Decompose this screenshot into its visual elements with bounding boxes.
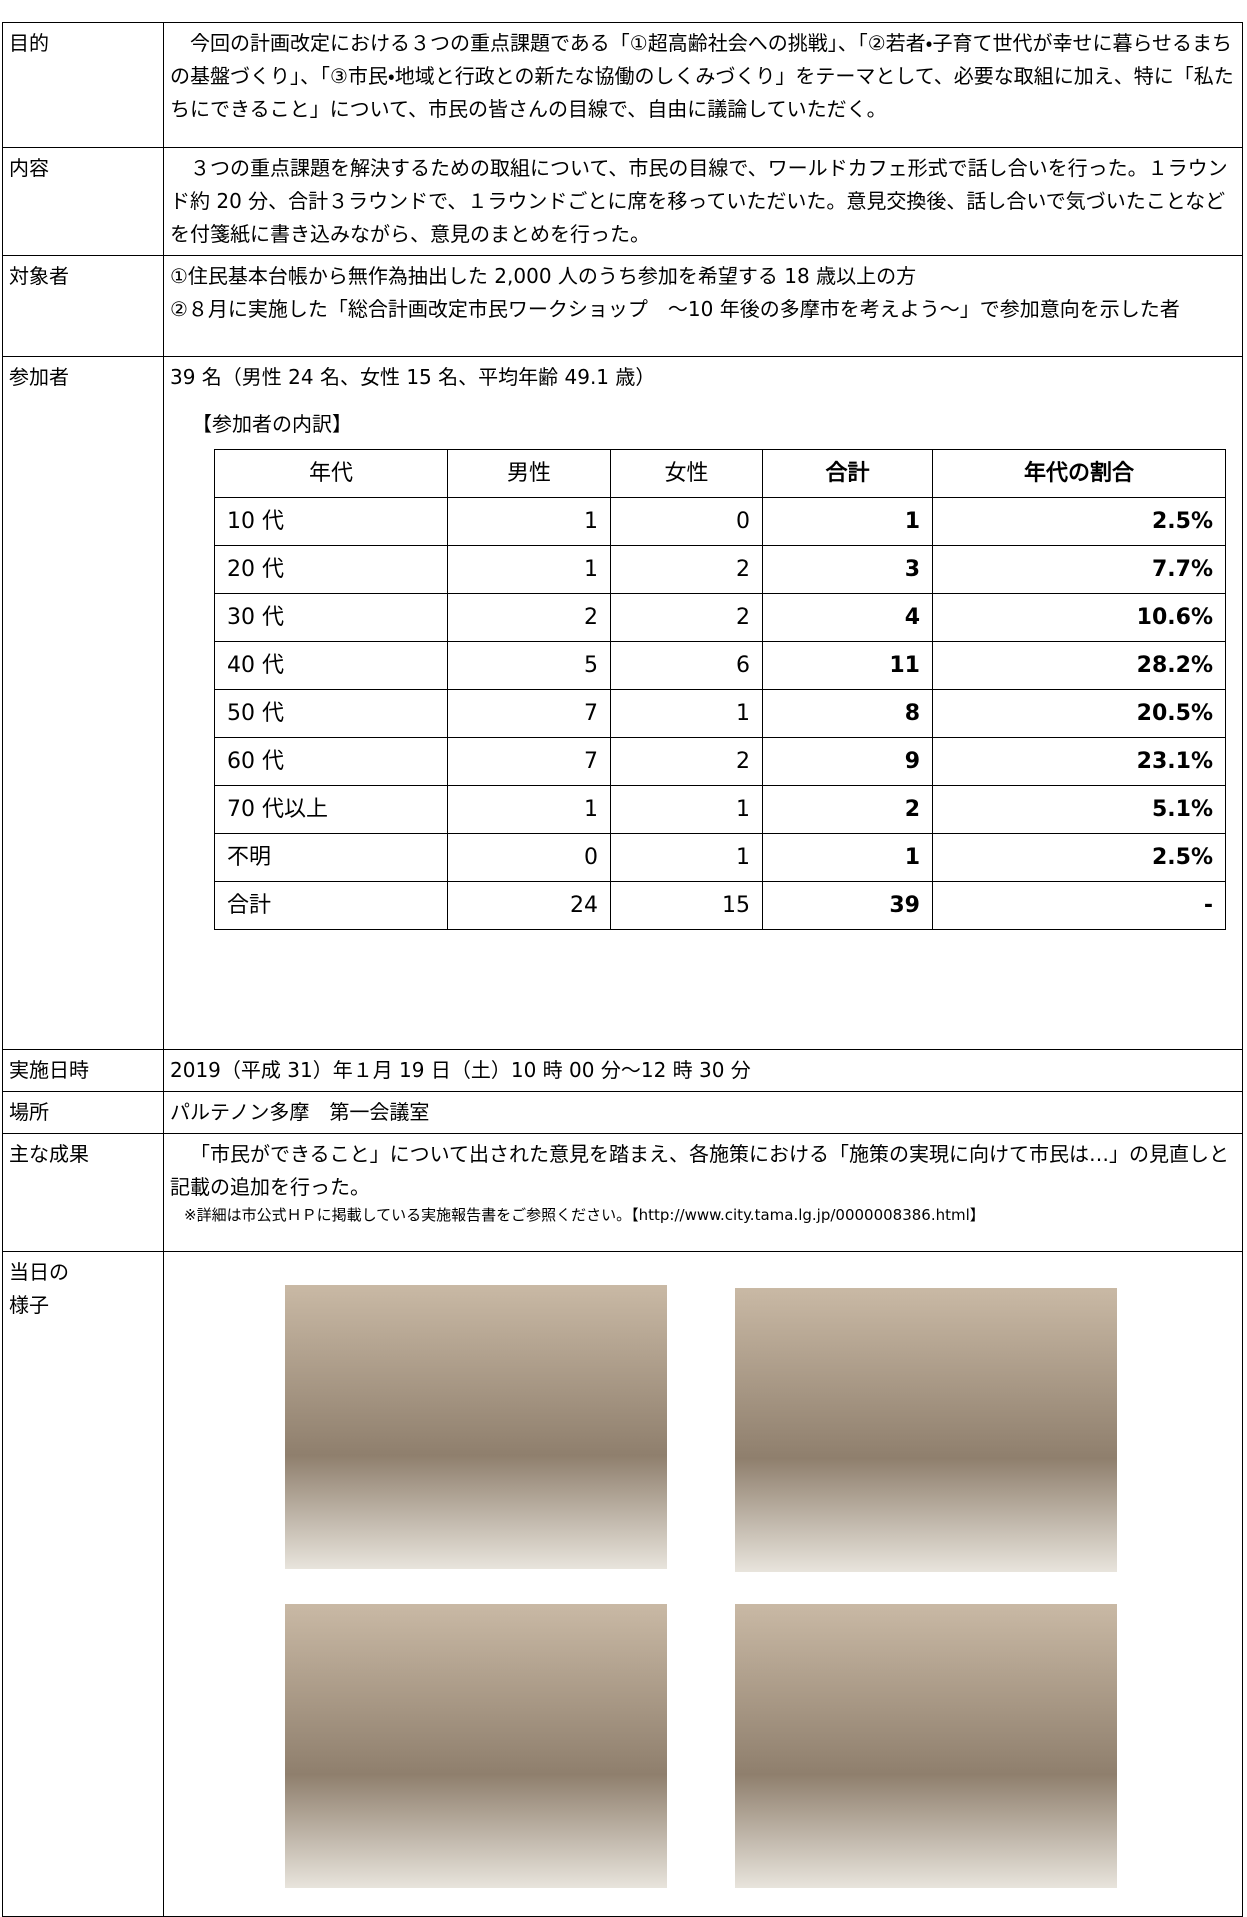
row-label: 目的	[3, 23, 164, 148]
photo	[735, 1288, 1117, 1572]
row-label: 対象者	[3, 256, 164, 357]
table-cell: 0	[448, 834, 611, 882]
table-cell: 2	[611, 546, 763, 594]
table-cell: 70 代以上	[215, 786, 448, 834]
photo	[285, 1285, 667, 1569]
breakdown-title: 【参加者の内訳】	[192, 408, 1236, 441]
table-cell: 50 代	[215, 690, 448, 738]
row-text: ①住民基本台帳から無作為抽出した 2,000 人のうち参加を希望する 18 歳以…	[164, 256, 1243, 357]
table-cell: 60 代	[215, 738, 448, 786]
table-cell: 5	[448, 642, 611, 690]
table-cell: -	[933, 882, 1226, 930]
table-cell: 女性	[611, 450, 763, 498]
row-label: 内容	[3, 148, 164, 256]
table-cell: 2	[611, 594, 763, 642]
table-cell: 合計	[215, 882, 448, 930]
row-text: 39 名（男性 24 名、女性 15 名、平均年齢 49.1 歳） 【参加者の内…	[164, 357, 1243, 1050]
table-cell: 7	[448, 738, 611, 786]
row-text: 今回の計画改定における３つの重点課題である「①超高齢社会への挑戦」、「②若者・子…	[164, 23, 1243, 148]
table-cell: 11	[763, 642, 933, 690]
table-cell: 1	[763, 498, 933, 546]
row-text: パルテノン多摩 第一会議室	[164, 1092, 1243, 1134]
table-cell: 40 代	[215, 642, 448, 690]
table-cell: 2.5%	[933, 498, 1226, 546]
table-cell: 30 代	[215, 594, 448, 642]
table-cell: 39	[763, 882, 933, 930]
row-text: 2019（平成 31）年１月 19 日（土）10 時 00 分～12 時 30 …	[164, 1050, 1243, 1092]
table-cell: 9	[763, 738, 933, 786]
results-text: 「市民ができること」について出された意見を踏まえ、各施策における「施策の実現に向…	[170, 1138, 1236, 1204]
row-label: 当日の様子	[3, 1252, 164, 1917]
table-cell: 2	[763, 786, 933, 834]
label-line: 当日の	[9, 1256, 157, 1289]
table-cell: 4	[763, 594, 933, 642]
summary: 39 名（男性 24 名、女性 15 名、平均年齢 49.1 歳）	[170, 361, 1236, 394]
label-line: 様子	[9, 1289, 157, 1322]
table-cell: 2.5%	[933, 834, 1226, 882]
table-cell: 2	[448, 594, 611, 642]
row-label: 参加者	[3, 357, 164, 1050]
table-cell: 1	[448, 546, 611, 594]
table-cell: 7	[448, 690, 611, 738]
table-cell: 28.2%	[933, 642, 1226, 690]
table-cell: 10 代	[215, 498, 448, 546]
row-label: 実施日時	[3, 1050, 164, 1092]
page: 目的今回の計画改定における３つの重点課題である「①超高齢社会への挑戦」、「②若者…	[0, 0, 1247, 1895]
photo	[285, 1604, 667, 1888]
photo	[735, 1604, 1117, 1888]
row-text: 「市民ができること」について出された意見を踏まえ、各施策における「施策の実現に向…	[164, 1134, 1243, 1252]
table-cell: 20 代	[215, 546, 448, 594]
table-cell: 10.6%	[933, 594, 1226, 642]
table-cell: 23.1%	[933, 738, 1226, 786]
table-cell: 0	[611, 498, 763, 546]
table-cell: 1	[763, 834, 933, 882]
table-cell: 15	[611, 882, 763, 930]
table-cell: 1	[448, 786, 611, 834]
table-cell: 20.5%	[933, 690, 1226, 738]
table-cell: 3	[763, 546, 933, 594]
table-cell: 不明	[215, 834, 448, 882]
table-cell: 合計	[763, 450, 933, 498]
table-cell: 2	[611, 738, 763, 786]
note: ※詳細は市公式ＨＰに掲載している実施報告書をご参照ください。【http://ww…	[170, 1204, 1236, 1226]
table-cell: 年代	[215, 450, 448, 498]
table-cell: 24	[448, 882, 611, 930]
target-item: ①住民基本台帳から無作為抽出した 2,000 人のうち参加を希望する 18 歳以…	[170, 260, 1236, 293]
target-item: ②８月に実施した「総合計画改定市民ワークショップ ～10 年後の多摩市を考えよう…	[170, 293, 1236, 326]
table-cell: 年代の割合	[933, 450, 1226, 498]
row-label: 主な成果	[3, 1134, 164, 1252]
table-cell: 1	[448, 498, 611, 546]
row-text: ３つの重点課題を解決するための取組について、市民の目線で、ワールドカフェ形式で話…	[164, 148, 1243, 256]
table-cell: 1	[611, 786, 763, 834]
table-cell: 1	[611, 834, 763, 882]
table-cell: 男性	[448, 450, 611, 498]
table-cell: 8	[763, 690, 933, 738]
table-cell: 5.1%	[933, 786, 1226, 834]
table-row: 年代男性女性合計年代の割合	[215, 450, 1226, 498]
row-label: 場所	[3, 1092, 164, 1134]
table-cell: 6	[611, 642, 763, 690]
table-cell: 7.7%	[933, 546, 1226, 594]
table-cell: 1	[611, 690, 763, 738]
